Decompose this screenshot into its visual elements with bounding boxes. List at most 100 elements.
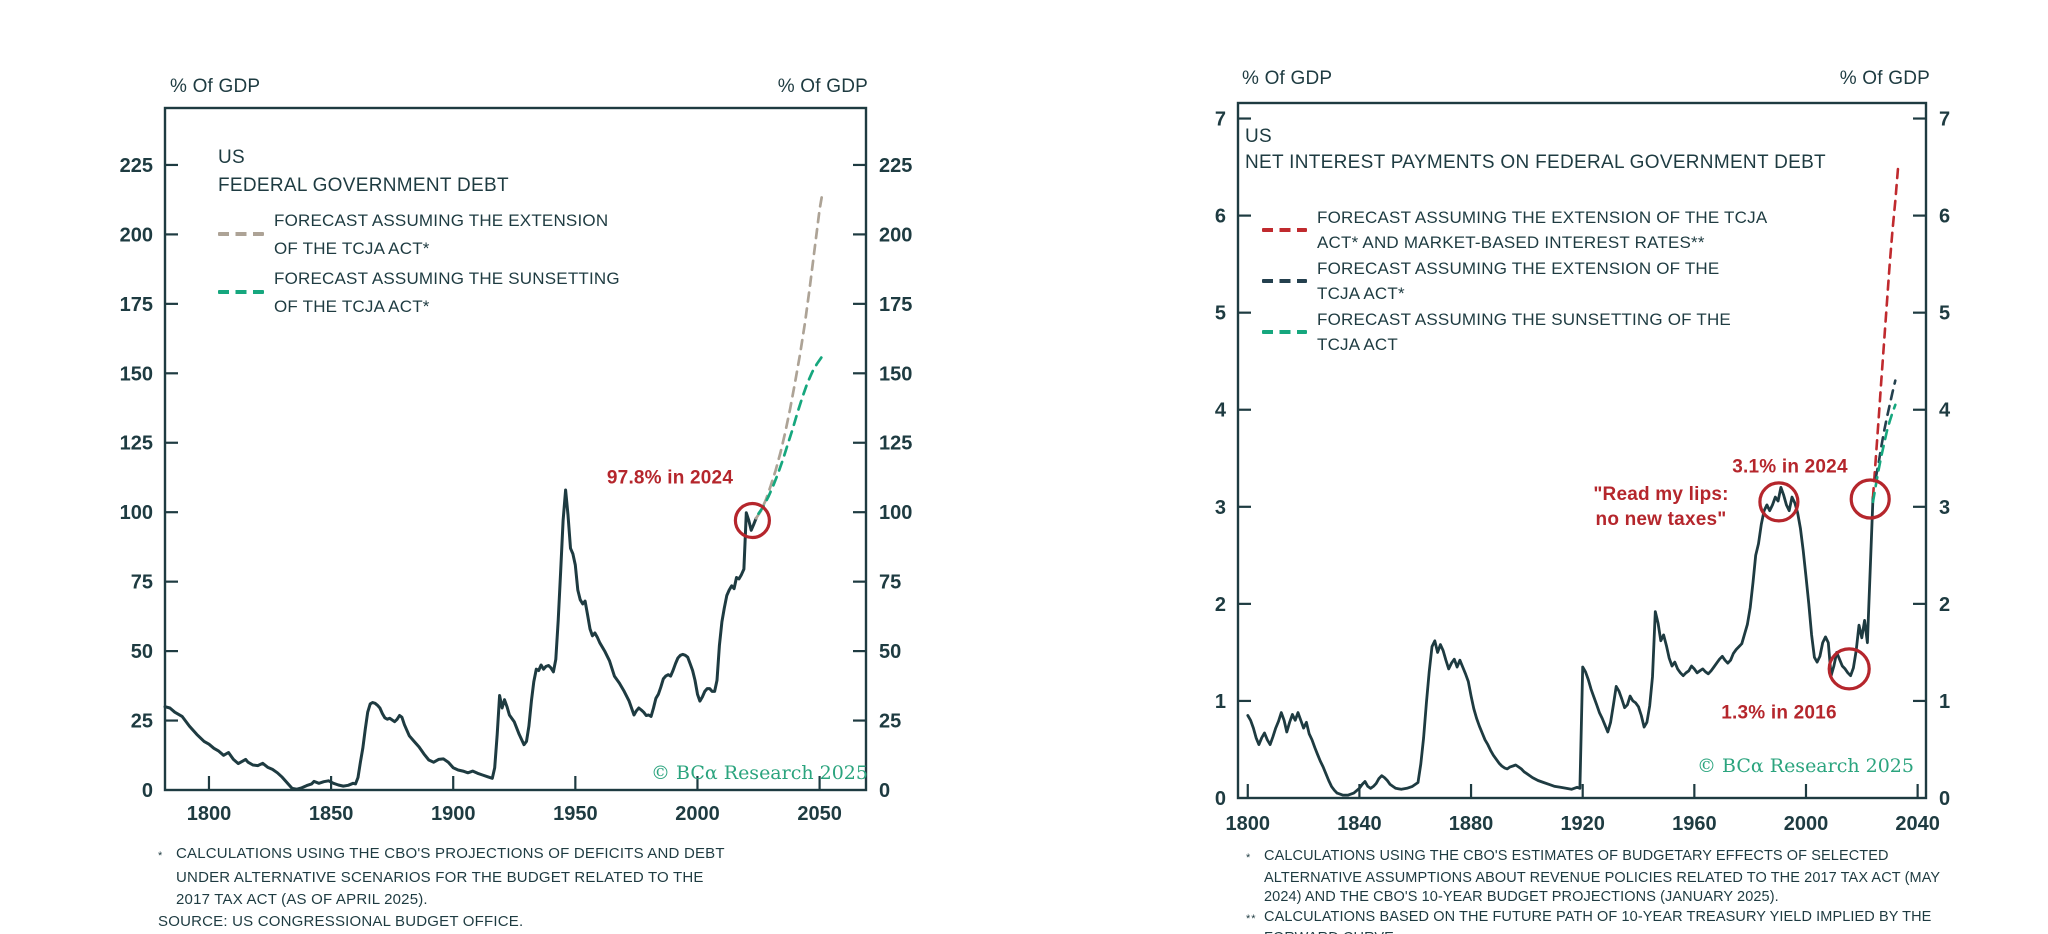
y-tick-label-right: 50 [879,641,901,663]
historical-net-interest-line [1246,486,1875,797]
footnote-text: SOURCE: US CONGRESSIONAL BUDGET OFFICE. [158,913,524,930]
net-interest-plot: 0 0 1 1 2 2 3 3 4 4 5 5 6 6 7 7 1800 1840 1880 1920 1960 2000… [1215,101,1951,835]
y-tick-label-left: 150 [120,363,153,385]
x-tick-label: 1920 [1560,813,1605,835]
footnote-marker: * [158,850,164,862]
y-tick-label-right: 0 [879,780,890,802]
federal-debt-chart-panel: 0 0 25 25 50 50 75 75 100 100 125 125 150 150 175 175 20… [120,50,920,934]
interest-2024-circle [1849,478,1891,520]
y-tick-label-left: 0 [1215,788,1226,810]
footnote-marker: ** [1246,912,1257,925]
footnote-line: UNDER ALTERNATIVE SCENARIOS FOR THE BUDG… [158,867,725,889]
legend-item-forecast-sunsetting: FORECAST ASSUMING THE SUNSETTING OF THE … [1262,307,1767,357]
y-tick-label-left: 25 [131,711,153,733]
legend-dash-swatch [1262,330,1307,334]
debt-2024-circle [733,501,772,540]
y-axis-unit-left: % Of GDP [1242,68,1333,89]
legend-item-forecast-extension-market-rates: FORECAST ASSUMING THE EXTENSION OF THE T… [1262,205,1767,255]
y-tick-label-left: 175 [120,294,153,316]
y-tick-label-left: 0 [142,780,153,802]
y-tick-label-left: 50 [131,641,153,663]
y-tick-label-right: 4 [1939,400,1951,422]
y-tick-label-left: 3 [1215,497,1226,519]
y-tick-label-right: 2 [1939,594,1950,616]
legend-dash-swatch [218,290,264,294]
x-tick-label: 1800 [187,803,232,825]
x-tick-label: 2050 [797,803,842,825]
y-tick-label-right: 125 [879,433,912,455]
footnote-marker: * [1246,852,1252,864]
legend-dash-swatch [218,232,264,236]
y-tick-label-right: 25 [879,711,901,733]
legend-item-forecast-extension: FORECAST ASSUMING THE EXTENSION OF THE T… [1262,256,1767,306]
y-tick-label-left: 75 [131,572,153,594]
copyright-notice: © BCα Research 2025 [1697,755,1914,777]
footnote-line: 2017 TAX ACT (AS OF APRIL 2025). [158,889,725,911]
y-axis-unit-left: % Of GDP [170,76,261,97]
net-interest-chart-panel: 0 0 1 1 2 2 3 3 4 4 5 5 6 6 7 7 1800 1840 1880 1920 1960 2000… [1180,50,1980,934]
y-tick-label-right: 150 [879,363,912,385]
interest-2016-circle [1827,647,1871,691]
y-tick-label-right: 0 [1939,788,1950,810]
legend-item-forecast-sunsetting: FORECAST ASSUMING THE SUNSETTING OF THE … [218,265,620,321]
legend-label: FORECAST ASSUMING THE EXTENSION OF THE T… [274,211,609,258]
legend-dash-swatch [1262,228,1307,232]
chart-legend: FORECAST ASSUMING THE EXTENSION OF THE T… [1262,205,1767,357]
x-tick-label: 2000 [1784,813,1829,835]
x-tick-label: 1850 [309,803,354,825]
y-tick-label-right: 6 [1939,206,1950,228]
y-tick-label-right: 175 [879,294,912,316]
footnote-line: FORWARD CURVE. [1246,929,1940,934]
footnote-line: ALTERNATIVE ASSUMPTIONS ABOUT REVENUE PO… [1246,869,1940,889]
copyright-notice: © BCα Research 2025 [651,762,868,784]
footnote-text: UNDER ALTERNATIVE SCENARIOS FOR THE BUDG… [176,869,704,886]
chart-footnotes: * CALCULATIONS USING THE CBO'S PROJECTION… [158,843,725,933]
forecast-sunsetting-line [757,355,824,515]
x-tick-label: 2040 [1895,813,1940,835]
y-tick-label-right: 75 [879,572,901,594]
y-tick-label-right: 3 [1939,497,1950,519]
x-tick-label: 1800 [1226,813,1271,835]
forecast-extension-market-rates-line [1871,165,1900,499]
x-tick-label: 1840 [1337,813,1382,835]
legend-label: FORECAST ASSUMING THE EXTENSION OF THE T… [1317,259,1720,303]
footnote-line: 2024) AND THE CBO'S 10-YEAR BUDGET PROJE… [1246,888,1940,908]
y-tick-label-left: 6 [1215,206,1226,228]
y-tick-label-right: 5 [1939,303,1950,325]
x-tick-label: 1880 [1449,813,1494,835]
historical-debt-line [163,488,758,791]
x-tick-label: 1960 [1672,813,1717,835]
x-tick-label: 2000 [675,803,720,825]
footnote-text: 2017 TAX ACT (AS OF APRIL 2025). [176,891,428,908]
y-tick-label-left: 225 [120,155,153,177]
forecast-extension-line [1874,379,1897,479]
x-tick-label: 1950 [553,803,598,825]
chart-legend: FORECAST ASSUMING THE EXTENSION OF THE T… [218,207,620,321]
legend-dash-swatch [1262,279,1307,283]
y-axis-unit-right: % Of GDP [1839,68,1930,89]
y-axis-unit-right: % Of GDP [777,76,868,97]
plot-frame [163,106,868,792]
footnote-line: * CALCULATIONS USING THE CBO'S ESTIMATES … [1246,847,1940,869]
read-my-lips-circle [1758,481,1800,523]
y-tick-label-left: 200 [120,224,153,246]
legend-item-forecast-extension: FORECAST ASSUMING THE EXTENSION OF THE T… [218,207,620,263]
y-tick-label-left: 1 [1215,691,1226,713]
y-tick-label-left: 4 [1215,400,1227,422]
footnote-text: ALTERNATIVE ASSUMPTIONS ABOUT REVENUE PO… [1264,869,1941,886]
y-tick-label-left: 5 [1215,303,1226,325]
y-tick-label-left: 7 [1215,109,1226,131]
x-tick-label: 1900 [431,803,476,825]
chart-title: US NET INTEREST PAYMENTS ON FEDERAL GOVE… [1245,126,1826,173]
y-tick-label-left: 100 [120,502,153,524]
legend-label: FORECAST ASSUMING THE EXTENSION OF THE T… [1317,208,1768,252]
footnote-text: 2024) AND THE CBO'S 10-YEAR BUDGET PROJE… [1264,889,1779,905]
footnote-text: CALCULATIONS USING THE CBO'S ESTIMATES O… [1264,848,1889,864]
y-tick-label-left: 2 [1215,594,1226,616]
forecast-extension-line [754,194,824,520]
y-tick-label-right: 200 [879,224,912,246]
legend-label: FORECAST ASSUMING THE SUNSETTING OF THE … [274,269,620,316]
y-tick-label-right: 225 [879,155,912,177]
footnote-line: ** CALCULATIONS BASED ON THE FUTURE PATH … [1246,908,1940,930]
chart-footnotes: * CALCULATIONS USING THE CBO'S ESTIMATES … [1246,847,1940,934]
